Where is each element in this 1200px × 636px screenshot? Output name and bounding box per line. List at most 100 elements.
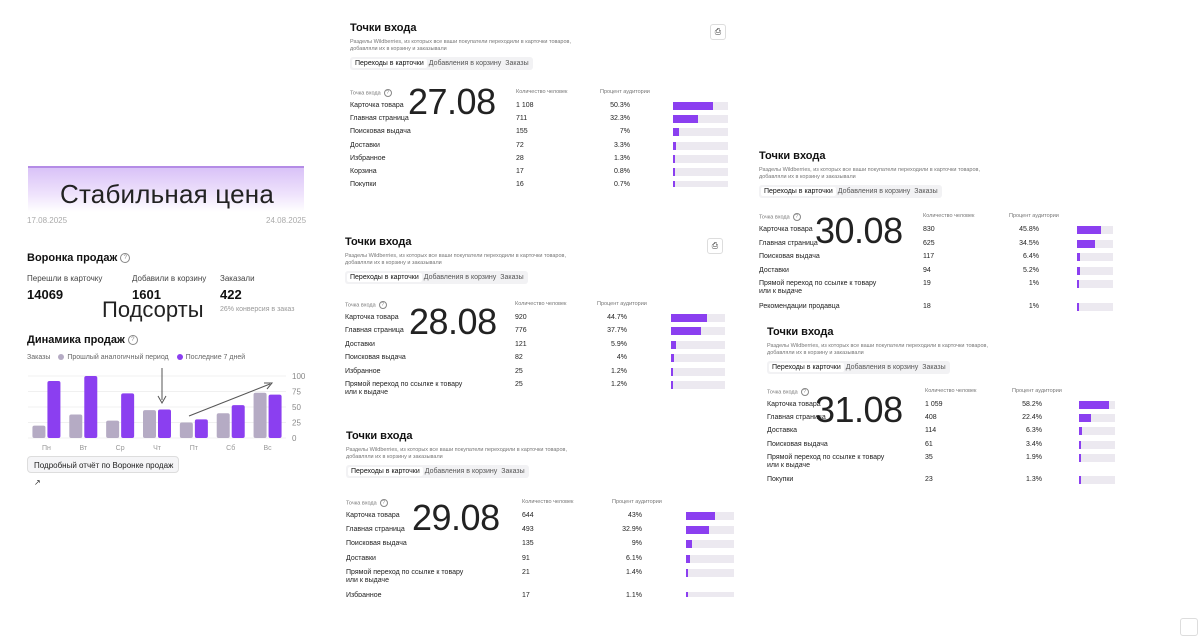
tab-3[interactable]: Заказы [505,60,529,67]
row-bar-fill [673,115,699,124]
card-date-overlay: 28.08 [409,301,497,342]
info-icon[interactable]: ? [800,388,809,396]
row-bar-fill [673,128,679,137]
row-bar-fill [686,512,716,520]
row-source: Доставки [345,340,375,348]
row-percent: 1.2% [611,381,627,388]
metric-cart: Добавили в корзину 1601 [132,274,206,302]
legend-prev: Прошлый аналогичный период [58,354,169,361]
row-count: 61 [925,440,933,448]
row-source: Главная страница [759,239,818,247]
row-bar-fill [1079,440,1081,449]
row-bar-fill [1077,303,1079,311]
promo-banner [28,166,304,212]
row-bar-track [1077,253,1113,262]
tab-2[interactable]: Добавления в корзину [428,60,502,67]
card-tabs: Переходы в карточки Добавления в корзину З… [759,185,942,198]
tab-3[interactable]: Заказы [501,468,525,475]
column-header-source-text: Точка входа [345,302,376,309]
row-percent: 22.4% [1022,414,1042,422]
tab-2[interactable]: Добавления в корзину [837,188,911,195]
card-tabs: Переходы в карточки Добавления в корзину З… [346,465,529,478]
info-icon[interactable]: ? [127,335,138,346]
tab-1[interactable]: Переходы в карточки [352,59,427,68]
row-bar-track [1077,226,1113,234]
export-icon[interactable]: ⎙ [710,24,726,40]
row-bar-track [686,526,734,535]
table-row: Главная страница 711 32.3% [350,115,730,128]
card-date-overlay: 27.08 [408,81,496,122]
row-percent: 1.3% [614,154,630,162]
bar-last [268,394,282,438]
row-percent: 44.7% [607,314,627,321]
bar-last [158,409,171,438]
tab-1[interactable]: Переходы в карточки [348,467,423,476]
column-header-count: Количество человек [516,89,568,95]
row-source: Доставки [346,554,376,562]
table-row: Доставка 114 6.3% [767,427,1122,440]
row-source: Карточка товара [759,226,813,233]
card-title: Точки входа [345,236,412,248]
row-source: Доставки [350,141,380,149]
export-icon[interactable]: ⎙ [707,238,723,254]
row-bar-fill [1077,226,1101,234]
y-tick-label: 75 [292,388,301,397]
row-source: Карточка товара [350,102,404,109]
tab-1[interactable]: Переходы в карточки [761,187,836,196]
table-row: Покупки 23 1.3% [767,476,1122,486]
metric-label: Заказали [220,274,255,283]
table-row: Поисковая выдача 155 7% [350,128,730,141]
tab-2[interactable]: Добавления в корзину [845,364,919,371]
row-bar-fill [1079,453,1081,462]
row-count: 1 059 [925,401,943,408]
bar-last [121,393,135,438]
table-row: Избранное 17 1.1% [346,592,736,597]
card-subtitle: Разделы Wildberries, из которых все ваши… [346,447,567,460]
bar-prev [69,414,83,438]
entry-points-card: Точки входа Разделы Wildberries, из котор… [767,326,1122,486]
tab-2[interactable]: Добавления в корзину [423,274,497,281]
conversion-note: 26% конверсия в заказ [220,306,295,313]
tab-3[interactable]: Заказы [914,188,938,195]
table-row: Поисковая выдача 82 4% [345,354,725,367]
legend-prev-text: Прошлый аналогичный период [67,354,169,361]
info-icon[interactable]: ? [378,301,387,309]
card-tabs: Переходы в карточки Добавления в корзину З… [350,57,533,70]
date-to: 24.08.2025 [266,216,307,225]
row-count: 17 [516,168,524,175]
tab-3[interactable]: Заказы [922,364,946,371]
row-count: 117 [923,253,935,261]
row-bar-fill [1077,253,1081,262]
row-count: 35 [925,453,933,461]
column-header-count: Количество человек [925,388,977,394]
row-bar-track [1079,427,1115,436]
row-bar-track [671,367,725,376]
y-tick-label: 25 [292,419,301,428]
row-bar-track [673,128,728,137]
tab-2[interactable]: Добавления в корзину [424,468,498,475]
row-bar-track [1077,266,1113,275]
tab-1[interactable]: Переходы в карточки [347,273,422,282]
row-count: 625 [923,239,935,247]
funnel-report-button[interactable]: Подробный отчёт по Воронке продаж ↗ [27,456,179,487]
info-icon[interactable]: ? [120,253,131,264]
info-icon[interactable]: ? [792,213,801,221]
corner-widget-icon[interactable] [1180,618,1198,636]
tab-1[interactable]: Переходы в карточки [769,363,844,372]
row-source: Карточка товара [767,401,821,408]
card-title: Точки входа [350,22,417,34]
card-date-overlay: 30.08 [815,210,903,251]
funnel-title-text: Воронка продаж [27,252,118,264]
column-header-count: Количество человек [522,499,574,505]
row-bar-track [671,354,725,363]
info-icon[interactable]: ? [379,499,388,507]
row-bar-fill [686,568,688,577]
dynamics-title-text: Динамика продаж [27,334,125,346]
card-subtitle: Разделы Wildberries, из которых все ваши… [767,343,988,356]
card-title: Точки входа [767,326,834,338]
table-row: Прямой переход по ссылке к товару или к … [767,453,1122,469]
info-icon[interactable]: ? [383,89,392,97]
trend-arrow [188,383,271,417]
entry-points-card: Точки входа Разделы Wildberries, из котор… [346,430,736,597]
tab-3[interactable]: Заказы [500,274,524,281]
